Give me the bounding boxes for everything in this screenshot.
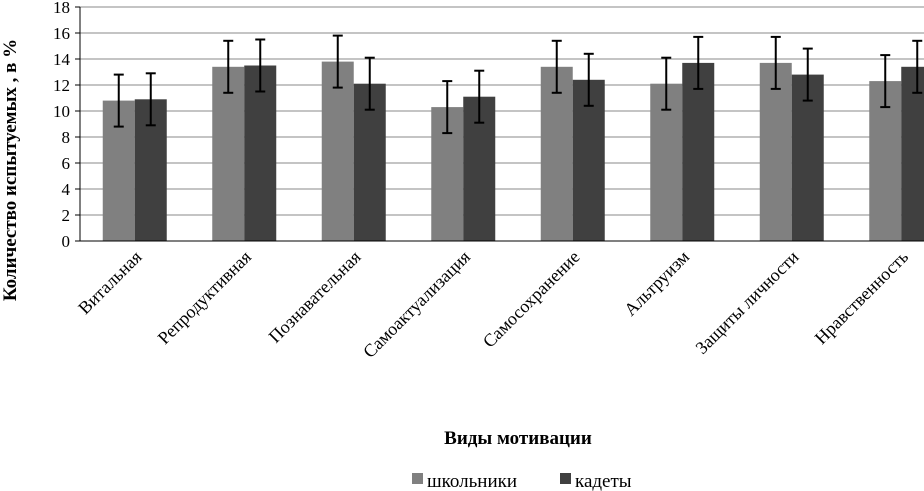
category-label: Познавательная <box>265 247 365 347</box>
bar <box>682 62 715 242</box>
bar <box>901 66 924 241</box>
category-label: Репродуктивная <box>154 247 255 348</box>
category-label: Альтруизм <box>620 247 693 320</box>
y-tick-label: 6 <box>62 154 71 173</box>
y-tick-label: 0 <box>62 232 71 251</box>
legend-swatch <box>412 473 423 484</box>
category-label: Нравственность <box>811 247 912 348</box>
y-axis-title: Количество испытуемых , в % <box>0 39 21 301</box>
bar <box>212 66 245 241</box>
bar <box>321 61 354 241</box>
bar <box>791 74 824 241</box>
bar <box>244 65 277 241</box>
y-tick-label: 16 <box>53 24 70 43</box>
bar <box>540 66 573 241</box>
bar <box>759 62 792 242</box>
legend-swatch <box>560 473 571 484</box>
y-tick-labels: 0 2 4 6 8 10 12 14 16 18 <box>53 0 71 251</box>
y-tick-label: 8 <box>62 128 71 147</box>
category-label: Самосохранение <box>479 247 584 352</box>
y-tick-label: 18 <box>53 0 70 17</box>
category-label: Защиты личности <box>691 246 802 357</box>
category-labels: Витальная Репродуктивная ПознавательнаяСам… <box>74 246 912 361</box>
error-bars <box>113 34 923 135</box>
category-label: Самоактуализация <box>359 247 474 362</box>
category-label: Витальная <box>74 247 145 318</box>
y-tick-label: 12 <box>53 76 70 95</box>
x-axis-title: Виды мотивации <box>444 428 592 449</box>
y-tick-label: 10 <box>53 102 70 121</box>
y-tick-label: 2 <box>62 206 71 225</box>
y-tick-label: 14 <box>53 50 71 69</box>
y-tick-label: 4 <box>62 180 71 199</box>
legend-label: школьники <box>427 471 517 491</box>
legend: школьники кадеты <box>412 471 632 491</box>
legend-label: кадеты <box>575 471 632 491</box>
bars <box>102 61 924 242</box>
